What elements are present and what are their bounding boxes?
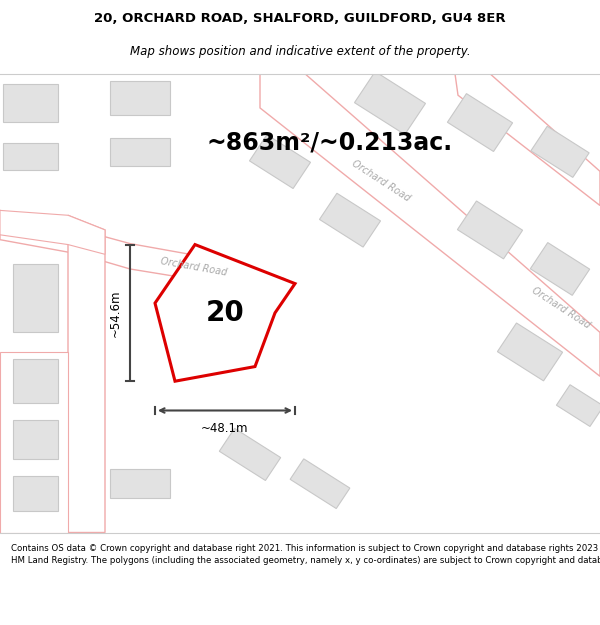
Polygon shape: [0, 211, 105, 254]
Text: Orchard Road: Orchard Road: [160, 256, 228, 278]
Text: Contains OS data © Crown copyright and database right 2021. This information is : Contains OS data © Crown copyright and d…: [11, 544, 600, 565]
Polygon shape: [2, 84, 58, 122]
Polygon shape: [556, 385, 600, 426]
Polygon shape: [155, 244, 295, 381]
Polygon shape: [13, 420, 58, 459]
Polygon shape: [13, 476, 58, 511]
Polygon shape: [290, 459, 350, 509]
Polygon shape: [455, 74, 600, 206]
Polygon shape: [531, 126, 589, 178]
Polygon shape: [110, 469, 170, 498]
Polygon shape: [497, 323, 563, 381]
Text: Orchard Road: Orchard Road: [530, 286, 592, 331]
Polygon shape: [0, 211, 285, 298]
Polygon shape: [250, 134, 311, 189]
Text: 20: 20: [206, 299, 244, 327]
Text: ~863m²/~0.213ac.: ~863m²/~0.213ac.: [207, 130, 453, 154]
Text: Orchard Road: Orchard Road: [350, 159, 412, 204]
Polygon shape: [448, 94, 512, 151]
Polygon shape: [319, 193, 380, 247]
Polygon shape: [530, 242, 590, 296]
Polygon shape: [13, 359, 58, 403]
Polygon shape: [457, 201, 523, 259]
Text: 20, ORCHARD ROAD, SHALFORD, GUILDFORD, GU4 8ER: 20, ORCHARD ROAD, SHALFORD, GUILDFORD, G…: [94, 12, 506, 25]
Text: ~48.1m: ~48.1m: [201, 421, 249, 434]
Polygon shape: [220, 428, 281, 481]
Text: Map shows position and indicative extent of the property.: Map shows position and indicative extent…: [130, 45, 470, 58]
Polygon shape: [110, 138, 170, 166]
Polygon shape: [355, 71, 425, 134]
Polygon shape: [13, 264, 58, 332]
Polygon shape: [110, 81, 170, 115]
Polygon shape: [68, 215, 105, 532]
Text: ~54.6m: ~54.6m: [109, 289, 122, 337]
Polygon shape: [0, 352, 68, 532]
Polygon shape: [260, 74, 600, 376]
Polygon shape: [2, 143, 58, 171]
